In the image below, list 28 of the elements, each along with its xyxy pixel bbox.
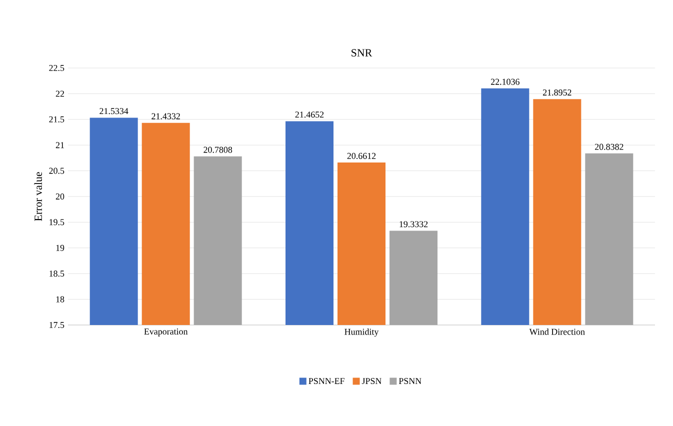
y-tick-label: 21.5 (49, 116, 64, 122)
x-tick-label: Humidity (344, 328, 379, 337)
legend-label: PSNN-EF (308, 378, 344, 384)
y-tick-label: 18.5 (50, 270, 64, 277)
y-tick-label: 19.5 (50, 219, 64, 226)
x-tick-label: Wind Direction (529, 328, 585, 335)
x-tick-label: Evaporation (144, 328, 188, 336)
data-label: 21.5334 (100, 108, 128, 114)
y-tick-label: 22 (56, 90, 64, 97)
data-label: 22.1036 (490, 78, 520, 85)
data-label: 20.8382 (594, 144, 624, 150)
y-tick-label: 18 (56, 296, 64, 302)
y-tick-label: 21 (56, 142, 64, 148)
data-label: 21.8952 (542, 89, 572, 96)
legend-label: PSNN (398, 378, 422, 384)
y-tick-label: 22.5 (49, 64, 64, 72)
legend-label: JPSN (362, 378, 382, 384)
chart-title: SNR (352, 49, 372, 57)
data-label: 21.4332 (152, 113, 180, 120)
y-tick-label: 17.5 (50, 322, 64, 328)
y-tick-label: 19 (56, 244, 64, 251)
data-label: 20.6612 (347, 152, 376, 159)
y-tick-label: 20.5 (49, 168, 64, 174)
y-axis-title: Error value (34, 172, 42, 221)
data-label: 20.7808 (204, 146, 232, 153)
y-tick-label: 20 (56, 193, 64, 200)
data-label: 21.4652 (295, 112, 324, 118)
data-label: 19.3332 (400, 221, 428, 228)
